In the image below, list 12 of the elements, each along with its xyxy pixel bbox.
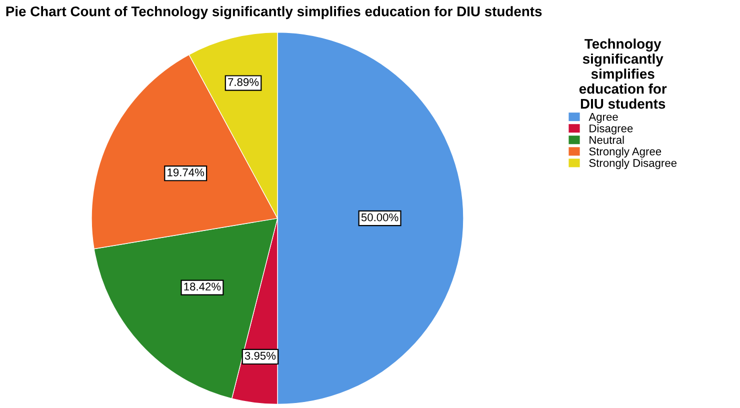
legend-label: Strongly Disagree [589,158,677,170]
data-label: 3.95% [244,352,276,360]
data-label: 7.89% [228,78,259,86]
legend-label: Neutral [590,136,624,144]
legend-label: Disagree [590,124,633,135]
data-label: 19.74% [168,168,204,176]
legend-label: Strongly Agree [589,147,662,158]
data-label: 50.00% [361,213,398,222]
legend-title: Technology significantly simplifies education for DIU students [579,38,667,109]
chart-title: Pie Chart Count of Technology significantly simplifies education for DIU students [6,6,542,20]
data-label: 18.42% [184,282,221,291]
legend-label: Agree [588,113,618,123]
